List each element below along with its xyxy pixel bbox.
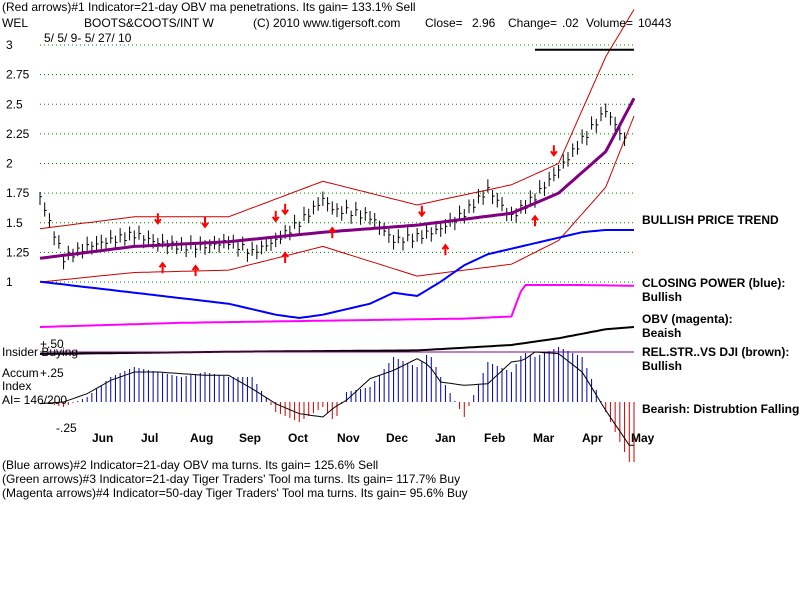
- sell-arrow: [154, 213, 162, 225]
- buy-arrow: [158, 261, 167, 274]
- bullish-price-trend: BULLISH PRICE TREND: [642, 213, 779, 227]
- closing-power-label: CLOSING POWER (blue):: [642, 276, 786, 290]
- bearish-label: Bearish: Distrubtion Falling.: [642, 402, 800, 416]
- date-range: 5/ 5/ 9- 5/ 27/ 10: [44, 31, 132, 45]
- month-label-jul: Jul: [141, 431, 158, 445]
- sell-arrow: [281, 203, 289, 216]
- relstr-line: [39, 326, 635, 355]
- bollinger-bands: [39, 9, 635, 283]
- insider-buying-label: Insider Buying: [2, 345, 79, 359]
- y-tick-label: 3: [6, 38, 13, 52]
- month-label-feb: Feb: [484, 431, 505, 445]
- buy-arrow: [531, 214, 539, 227]
- accum-label: Accum: [2, 366, 39, 380]
- moving-average-line: [39, 97, 636, 260]
- buy-arrow: [441, 243, 450, 256]
- month-label-jan: Jan: [435, 431, 456, 445]
- y-tick-label: 1.25: [6, 245, 30, 259]
- y-axis-ticks: 3 2.75 2.5 2.25 2 1.75 1.5 1.25 1: [6, 38, 30, 289]
- buy-arrow: [191, 264, 200, 277]
- accumulation-index-histogram: [39, 347, 635, 462]
- y-tick-label: 1: [6, 275, 13, 289]
- month-label-oct: Oct: [288, 431, 308, 445]
- sell-arrow: [418, 205, 426, 218]
- volume-value: 10443: [638, 16, 672, 30]
- obv-state: Beaish: [642, 326, 682, 340]
- price-gridlines: [40, 44, 634, 283]
- accum-ma-line: [39, 351, 634, 446]
- y-tick-label: 2: [6, 157, 13, 171]
- sell-arrow: [271, 210, 280, 223]
- ai-label: AI= 146/200: [2, 393, 68, 407]
- y-tick-label: 2.5: [6, 97, 23, 111]
- month-label-mar: Mar: [533, 431, 555, 445]
- y-tick-label: 1.75: [6, 186, 30, 200]
- volume-label: Volume=: [586, 16, 634, 30]
- signal-arrows: [154, 145, 558, 277]
- index-label: Index: [2, 379, 32, 393]
- copyright: (C) 2010 www.tigersoft.com: [253, 16, 401, 30]
- month-label-apr: Apr: [582, 431, 603, 445]
- upper-band-line: [39, 9, 635, 230]
- sell-arrow: [201, 216, 209, 229]
- relstr-label: REL.STR..VS DJI (brown):: [642, 345, 790, 359]
- x-axis-months: Jun Jul Aug Sep Oct Nov Dec Jan Feb Mar Apr May: [92, 431, 655, 445]
- y-tick-label: 2.75: [6, 68, 30, 82]
- price-bars: [39, 48, 634, 270]
- month-label-nov: Nov: [337, 431, 360, 445]
- header-line1: (Red arrows)#1 Indicator=21-day OBV ma p…: [2, 0, 416, 14]
- change-value: .02: [562, 16, 579, 30]
- ticker: WEL: [2, 16, 29, 30]
- moving-average: [39, 97, 636, 260]
- relstr-state: Bullish: [642, 359, 683, 373]
- footer-line1: (Blue arrows)#2 Indicator=21-day OBV ma …: [2, 458, 379, 472]
- obv-label: OBV (magenta):: [642, 312, 733, 326]
- sell-arrow: [550, 145, 558, 157]
- y-tick-label: 1.5: [6, 216, 23, 230]
- footer-line3: (Magenta arrows)#4 Indicator=50-day Tige…: [2, 486, 468, 500]
- closing-power-state: Bullish: [642, 290, 683, 304]
- month-label-may: May: [631, 431, 655, 445]
- close-label: Close=: [425, 16, 463, 30]
- accum-plus50: +.50: [40, 337, 64, 351]
- month-label-sep: Sep: [239, 431, 261, 445]
- buy-arrow: [281, 251, 289, 264]
- accum-plus25: +.25: [40, 366, 64, 380]
- company-name: BOOTS&COOTS/INT W: [84, 16, 214, 30]
- obv-line: [39, 284, 634, 328]
- indicator-lines: [39, 229, 635, 355]
- close-value: 2.96: [472, 16, 496, 30]
- month-label-jun: Jun: [92, 431, 113, 445]
- month-label-dec: Dec: [386, 431, 408, 445]
- buy-arrow: [328, 226, 337, 239]
- lower-band-line: [39, 115, 635, 283]
- y-tick-label: 2.25: [6, 127, 30, 141]
- accum-minus25: -.25: [56, 421, 77, 435]
- month-label-aug: Aug: [190, 431, 213, 445]
- footer-line2: (Green arrows)#3 Indicator=21-day Tiger …: [2, 472, 461, 486]
- closing-power-line: [39, 229, 634, 320]
- change-label: Change=: [508, 16, 558, 30]
